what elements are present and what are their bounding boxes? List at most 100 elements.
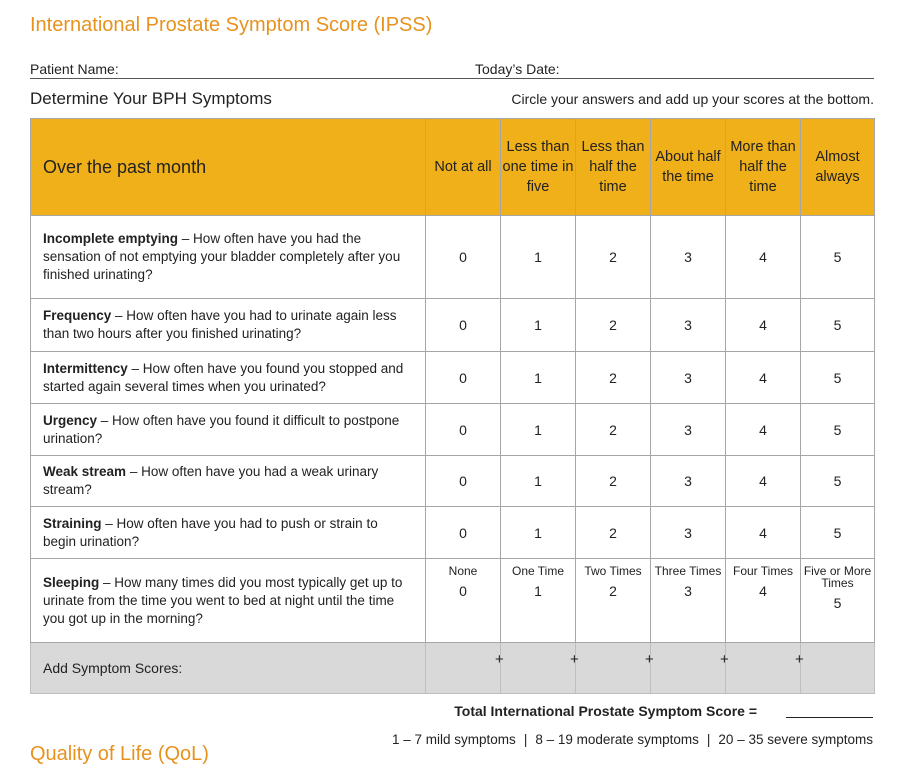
score-range: 8 – 19 moderate symptoms bbox=[535, 732, 699, 747]
score-ranges: 1 – 7 mild symptoms | 8 – 19 moderate symp… bbox=[392, 732, 873, 747]
score-cell: Five or More Times 5 bbox=[800, 558, 875, 643]
question-header: Over the past month bbox=[30, 118, 426, 216]
score-cell: 2 bbox=[575, 298, 651, 352]
score: 2 bbox=[609, 369, 617, 386]
question-cell: Intermittency – How often have you found… bbox=[30, 351, 426, 404]
score: 0 bbox=[459, 249, 467, 265]
total-blank bbox=[786, 717, 873, 718]
question-description: – How often have you had a weak urinary … bbox=[43, 464, 379, 497]
score: 0 bbox=[459, 524, 467, 541]
question-term: Weak stream bbox=[43, 464, 127, 479]
sum-cell bbox=[650, 642, 726, 694]
score-cell: 5 bbox=[800, 455, 875, 507]
sum-sign: + bbox=[795, 651, 804, 668]
score-cell: 4 bbox=[725, 455, 801, 507]
question-cell: Frequency – How often have you had to ur… bbox=[30, 298, 426, 352]
score-cell: 5 bbox=[800, 351, 875, 404]
score-cell: 4 bbox=[725, 403, 801, 456]
column-header: Less than half the time bbox=[575, 118, 651, 216]
question-row: Urgency – How often have you found it di… bbox=[30, 403, 875, 456]
column-header: Less than one time in five bbox=[500, 118, 576, 216]
score: 0 bbox=[459, 473, 467, 489]
score-cell: 1 bbox=[500, 298, 576, 352]
question-cell: Incomplete emptying – How often have you… bbox=[30, 215, 426, 299]
patient-name-label: Patient Name: bbox=[30, 61, 119, 77]
score: 2 bbox=[609, 421, 617, 438]
score: 1 bbox=[534, 369, 542, 386]
score: 0 bbox=[459, 583, 467, 599]
score: 4 bbox=[759, 369, 767, 386]
score-cell: 2 bbox=[575, 215, 651, 299]
rule bbox=[30, 78, 874, 79]
question-row: Straining – How often have you had to pu… bbox=[30, 506, 875, 559]
score-cell: 0 bbox=[425, 351, 501, 404]
score-cell: 2 bbox=[575, 351, 651, 404]
score: 3 bbox=[684, 473, 692, 489]
date-label: Today’s Date: bbox=[475, 61, 560, 77]
score-cell: 4 bbox=[725, 215, 801, 299]
next-section-title: Quality of Life (QoL) bbox=[30, 743, 209, 765]
score-cell: 0 bbox=[425, 455, 501, 507]
section-title: Determine Your BPH Symptoms bbox=[30, 89, 272, 108]
question-term: Frequency bbox=[43, 308, 112, 323]
score: 2 bbox=[609, 583, 617, 599]
score: 2 bbox=[609, 524, 617, 541]
score-cell: 5 bbox=[800, 506, 875, 559]
score-cell: 3 bbox=[650, 298, 726, 352]
score-cell: 0 bbox=[425, 215, 501, 299]
score-cell: 1 bbox=[500, 455, 576, 507]
question-description: – How many times did you most typically … bbox=[43, 574, 403, 626]
footer-label: Add Symptom Scores: bbox=[30, 642, 426, 694]
question-row: Incomplete emptying – How often have you… bbox=[30, 215, 875, 299]
question-term: Urgency bbox=[43, 412, 98, 428]
question-description: – How often have you had to urinate agai… bbox=[43, 308, 397, 341]
score-cell: One Time 1 bbox=[500, 558, 576, 643]
score-range: 20 – 35 severe symptoms bbox=[718, 732, 873, 747]
sum-cell bbox=[725, 642, 801, 694]
score-cell: 1 bbox=[500, 215, 576, 299]
score: 1 bbox=[534, 317, 542, 333]
score: 5 bbox=[833, 473, 842, 489]
score: 3 bbox=[684, 583, 692, 599]
header-row: Over the past month Not at all Less than o… bbox=[30, 118, 875, 216]
score: 2 bbox=[609, 249, 617, 265]
question-description: – How often have you found you stopped a… bbox=[43, 360, 404, 394]
score: 2 bbox=[609, 317, 617, 333]
question-row: Intermittency – How often have you found… bbox=[30, 351, 875, 404]
score: 0 bbox=[459, 369, 467, 386]
score-cell: 2 bbox=[575, 506, 651, 559]
score: 4 bbox=[759, 421, 767, 438]
score: 4 bbox=[759, 583, 767, 599]
score: 5 bbox=[833, 595, 842, 611]
question-cell: Straining – How often have you had to pu… bbox=[30, 506, 426, 559]
sum-cell bbox=[575, 642, 651, 694]
score: 0 bbox=[459, 317, 467, 333]
score-cell: 4 bbox=[725, 506, 801, 559]
question-cell: Weak stream – How often have you had a w… bbox=[30, 455, 426, 507]
score-cell: 0 bbox=[425, 298, 501, 352]
score-cell: 2 bbox=[575, 403, 651, 456]
score: 4 bbox=[759, 317, 767, 333]
score-cell: 0 bbox=[425, 506, 501, 559]
sum-sign: + bbox=[720, 651, 729, 668]
score-cell: 4 bbox=[725, 298, 801, 352]
score-cell: 0 bbox=[425, 403, 501, 456]
score-cell: 5 bbox=[800, 298, 875, 352]
total-label: Total International Prostate Symptom Sco… bbox=[454, 703, 757, 719]
question-row: Weak stream – How often have you had a w… bbox=[30, 455, 875, 507]
question-term: Intermittency bbox=[43, 360, 128, 376]
score: 1 bbox=[534, 421, 542, 438]
question-term: Sleeping bbox=[43, 574, 100, 590]
instructions: Circle your answers and add up your scor… bbox=[511, 91, 874, 107]
sum-cell bbox=[800, 642, 875, 694]
question-cell: Sleeping – How many times did you most t… bbox=[30, 558, 426, 643]
score-cell: 1 bbox=[500, 351, 576, 404]
score: 4 bbox=[759, 249, 767, 265]
score-cell: 3 bbox=[650, 455, 726, 507]
option-label: Three Times bbox=[654, 564, 722, 578]
score-cell: None 0 bbox=[425, 558, 501, 643]
score-cell: 3 bbox=[650, 215, 726, 299]
question-cell: Urgency – How often have you found it di… bbox=[30, 403, 426, 456]
score: 1 bbox=[534, 473, 542, 489]
